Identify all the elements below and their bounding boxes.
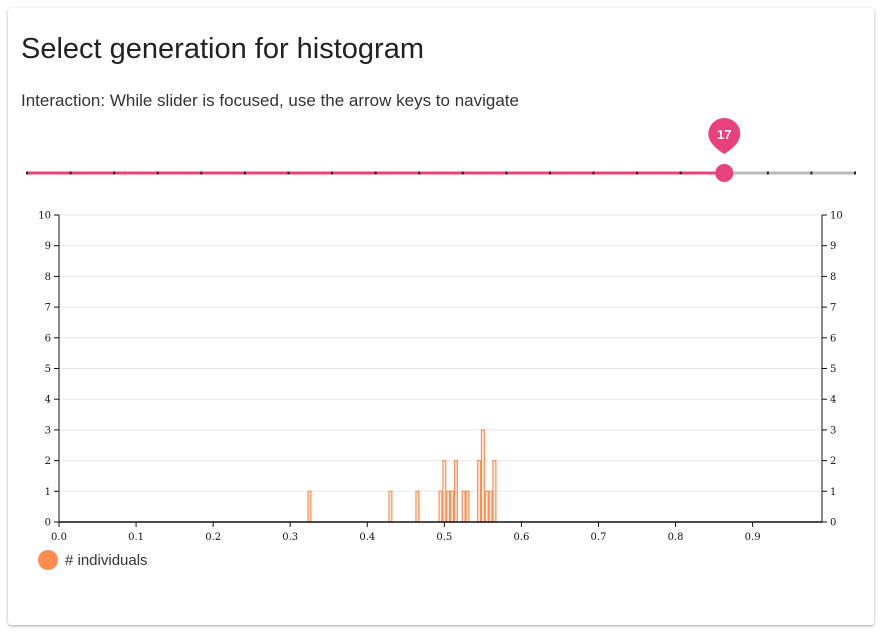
x-tick-label: 0.5 <box>436 532 452 540</box>
y-axis-left: 0 1 2 3 4 5 6 7 8 9 10 <box>38 211 59 529</box>
x-tick-label: 0.8 <box>668 532 684 540</box>
slider-mark <box>461 171 464 175</box>
x-tick-label: 0.4 <box>359 532 375 540</box>
histogram-bars <box>307 429 497 523</box>
y-tick-label-left: 4 <box>45 395 51 406</box>
slider-mark <box>592 171 595 175</box>
x-tick-label: 0.1 <box>128 532 144 540</box>
histogram-bar <box>477 460 482 523</box>
y-tick-label-right: 3 <box>830 425 836 436</box>
legend-swatch-icon <box>38 550 58 570</box>
slider-mark <box>505 171 508 175</box>
x-tick-label: 0.2 <box>205 532 221 540</box>
y-tick-label-right: 1 <box>830 487 836 498</box>
histogram-bar <box>461 490 466 523</box>
y-tick-label-right: 7 <box>830 303 836 314</box>
slider-mark <box>766 171 769 175</box>
y-tick-label-left: 1 <box>45 487 51 498</box>
y-tick-label-left: 3 <box>45 425 51 436</box>
x-tick-label: 0.7 <box>591 532 607 540</box>
histogram-bar <box>438 490 443 523</box>
slider-mark <box>810 171 813 175</box>
slider-mark <box>418 171 421 175</box>
y-tick-label-right: 0 <box>830 518 836 529</box>
histogram-bar <box>465 490 470 523</box>
x-tick-label: 0.6 <box>513 532 529 540</box>
grid-lines <box>59 214 822 523</box>
y-axis-right: 0 1 2 3 4 5 6 7 8 9 10 <box>822 211 843 529</box>
slider-mark <box>26 171 28 175</box>
slider-mark <box>331 171 334 175</box>
y-tick-label-left: 6 <box>45 333 51 344</box>
x-axis: 0.0 0.1 0.2 0.3 0.4 0.5 0.6 0.7 0.8 0.9 <box>51 522 761 540</box>
slider-mark <box>69 171 72 175</box>
histogram-bar <box>388 490 393 523</box>
slider-value-label <box>708 118 741 154</box>
y-tick-label-right: 9 <box>830 241 836 252</box>
histogram-bar <box>480 429 485 523</box>
generation-slider[interactable]: 17 <box>0 110 880 190</box>
histogram-bar <box>442 460 447 523</box>
y-tick-label-left: 0 <box>45 518 51 529</box>
page-title: Select generation for histogram <box>21 33 424 65</box>
slider-mark <box>156 171 159 175</box>
histogram-bar <box>307 490 312 523</box>
y-tick-label-right: 10 <box>830 211 843 222</box>
histogram-bar <box>488 490 493 523</box>
y-tick-label-right: 8 <box>830 272 836 283</box>
slider-mark <box>243 171 246 175</box>
slider-mark <box>636 171 639 175</box>
legend-label: # individuals <box>65 551 148 569</box>
histogram-bar <box>450 490 455 523</box>
slider-mark <box>374 171 377 175</box>
y-tick-label-left: 9 <box>45 241 51 252</box>
x-tick-label: 0.9 <box>745 532 761 540</box>
y-tick-label-left: 7 <box>45 303 51 314</box>
y-tick-label-right: 4 <box>830 395 836 406</box>
slider-mark <box>287 171 290 175</box>
x-tick-label: 0.0 <box>51 532 67 540</box>
slider-value-text: 17 <box>717 127 731 142</box>
histogram-bar <box>492 460 497 523</box>
y-tick-label-right: 5 <box>830 364 836 375</box>
slider-mark <box>548 171 551 175</box>
slider-mark <box>854 171 856 175</box>
histogram-bar <box>446 490 451 523</box>
histogram-bar <box>484 490 489 523</box>
y-tick-label-left: 10 <box>38 211 51 222</box>
y-tick-label-left: 8 <box>45 272 51 283</box>
y-tick-label-left: 5 <box>45 364 51 375</box>
x-tick-label: 0.3 <box>282 532 298 540</box>
chart-legend: # individuals <box>38 549 148 571</box>
slider-mark <box>113 171 116 175</box>
histogram-bar <box>415 490 420 523</box>
slider-thumb-handle[interactable] <box>715 164 734 182</box>
y-tick-label-right: 6 <box>830 333 836 344</box>
y-tick-label-left: 2 <box>45 456 51 467</box>
slider-marks <box>26 171 856 175</box>
histogram-bar <box>453 460 458 523</box>
y-tick-label-right: 2 <box>830 456 836 467</box>
slider-mark <box>200 171 203 175</box>
interaction-hint: Interaction: While slider is focused, us… <box>21 91 519 110</box>
slider-mark <box>679 171 682 175</box>
slider-thumb[interactable]: 17 <box>708 118 741 182</box>
